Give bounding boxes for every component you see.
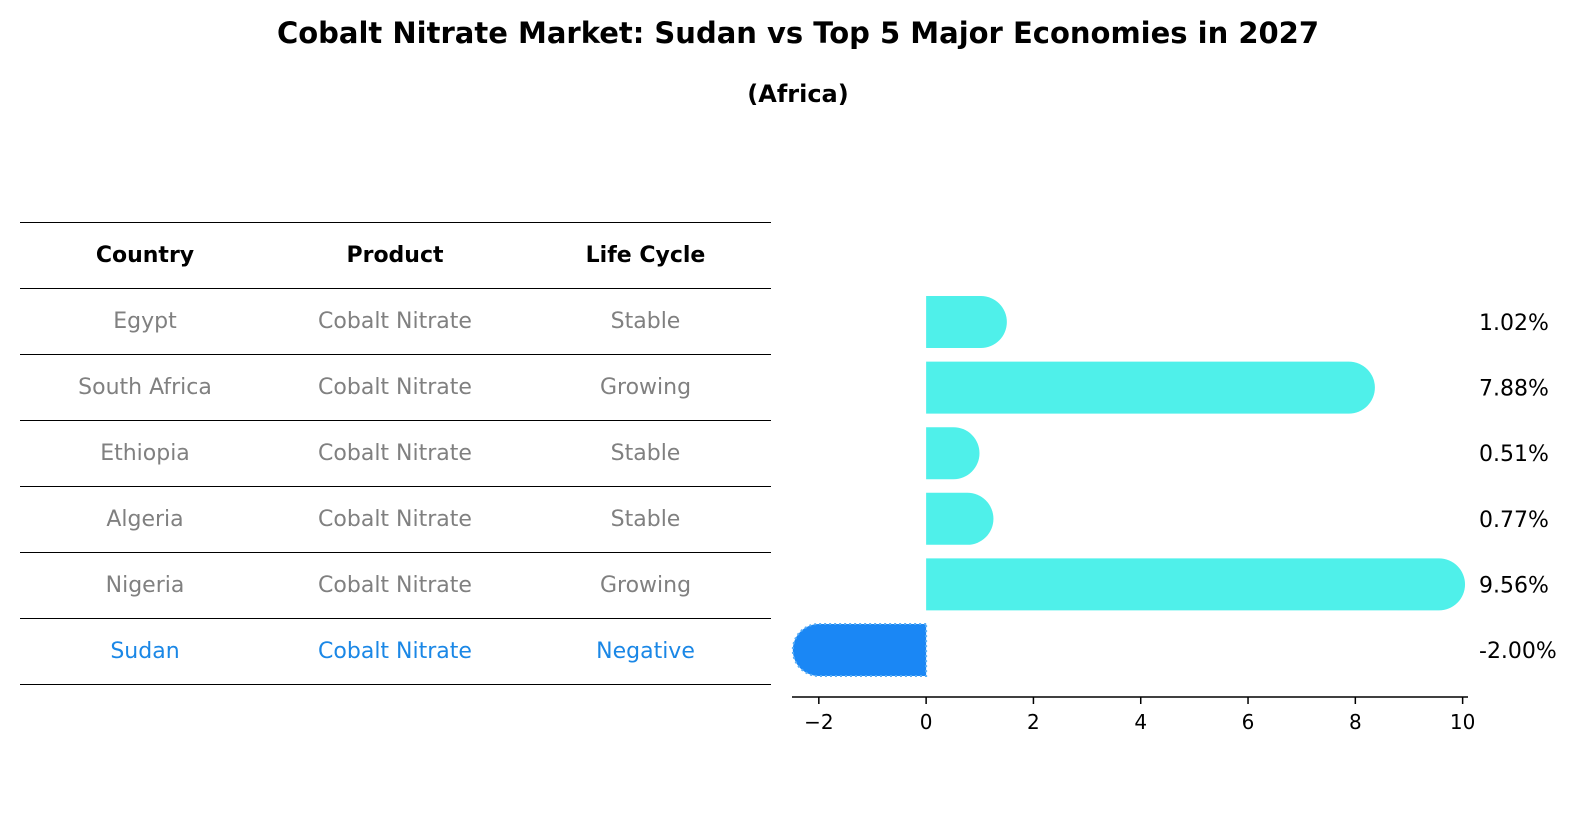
- cell-product: Cobalt Nitrate: [270, 354, 520, 421]
- cell-life-cycle: Stable: [520, 420, 771, 487]
- x-tick-label: −2: [804, 710, 833, 734]
- bar: [926, 427, 980, 480]
- cell-product: Cobalt Nitrate: [270, 552, 520, 619]
- chart-title: Cobalt Nitrate Market: Sudan vs Top 5 Ma…: [276, 16, 1320, 50]
- x-tick-label: 2: [1027, 710, 1040, 734]
- value-label: -2.00%: [1479, 639, 1557, 664]
- x-tick-label: 0: [920, 710, 933, 734]
- table-header-row: Country Product Life Cycle: [20, 222, 771, 289]
- chart-subtitle: (Africa): [747, 80, 849, 108]
- table-row: Algeria Cobalt Nitrate Stable: [20, 486, 771, 553]
- cell-life-cycle: Stable: [520, 486, 771, 553]
- x-tick-label: 8: [1349, 710, 1362, 734]
- cell-product: Cobalt Nitrate: [270, 420, 520, 487]
- header-life-cycle: Life Cycle: [520, 222, 771, 289]
- value-label: 0.51%: [1479, 442, 1549, 467]
- x-tick-label: 4: [1134, 710, 1147, 734]
- table-row-highlight: Sudan Cobalt Nitrate Negative: [20, 618, 771, 685]
- table-row: Ethiopia Cobalt Nitrate Stable: [20, 420, 771, 487]
- cell-product: Cobalt Nitrate: [270, 618, 520, 685]
- cell-country: Nigeria: [20, 552, 270, 619]
- cell-country: Ethiopia: [20, 420, 270, 487]
- cell-country: South Africa: [20, 354, 270, 421]
- value-label: 7.88%: [1479, 377, 1549, 402]
- cell-country: Algeria: [20, 486, 270, 553]
- bar: [926, 296, 1007, 348]
- x-tick-label: 6: [1242, 710, 1255, 734]
- cell-product: Cobalt Nitrate: [270, 486, 520, 553]
- table-row: Nigeria Cobalt Nitrate Growing: [20, 552, 771, 619]
- table-row: Egypt Cobalt Nitrate Stable: [20, 288, 771, 355]
- cell-product: Cobalt Nitrate: [270, 288, 520, 355]
- bar-highlight: [791, 623, 928, 677]
- bar: [926, 492, 994, 545]
- header-country: Country: [20, 222, 270, 289]
- country-table: Country Product Life Cycle Egypt Cobalt …: [20, 222, 771, 685]
- value-label: 1.02%: [1479, 311, 1549, 336]
- bar: [926, 361, 1375, 414]
- bar: [926, 558, 1466, 611]
- cell-country: Sudan: [20, 618, 270, 685]
- x-tick-label: 10: [1450, 710, 1475, 734]
- cell-life-cycle: Stable: [520, 288, 771, 355]
- value-label: 9.56%: [1479, 573, 1549, 598]
- cell-country: Egypt: [20, 288, 270, 355]
- value-label: 0.77%: [1479, 508, 1549, 533]
- cell-life-cycle: Growing: [520, 552, 771, 619]
- table-row: South Africa Cobalt Nitrate Growing: [20, 354, 771, 421]
- header-product: Product: [270, 222, 520, 289]
- cell-life-cycle: Growing: [520, 354, 771, 421]
- cell-life-cycle: Negative: [520, 618, 771, 685]
